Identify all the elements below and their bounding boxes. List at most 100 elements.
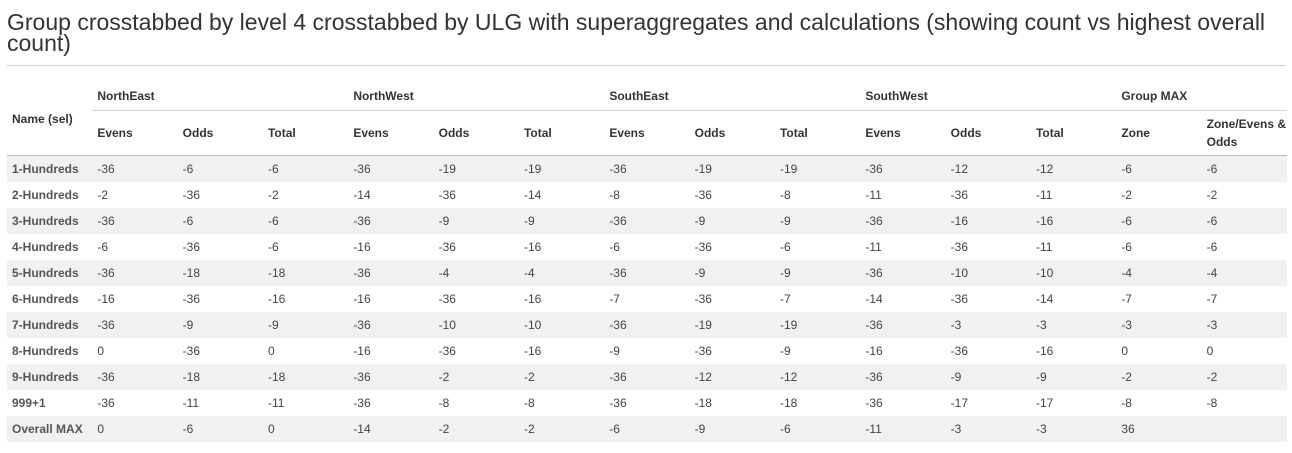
table-cell: -3 [1030, 416, 1117, 442]
table-cell: -36 [348, 312, 434, 338]
table-cell: -36 [182, 188, 200, 202]
column-header[interactable]: Zone/Evens & Odds [1201, 110, 1287, 156]
table-cell: -36 [950, 344, 968, 358]
table-cell: -6 [1116, 208, 1202, 234]
group-header-northwest: NorthWest [348, 82, 605, 111]
table-cell: -19 [689, 312, 775, 338]
table-cell: -36 [694, 240, 712, 254]
table-cell: -2 [1121, 188, 1132, 202]
row-label: 8-Hundreds [12, 344, 79, 358]
table-cell: -9 [689, 260, 775, 286]
table-cell: -36 [604, 208, 690, 234]
table-cell: -36 [92, 312, 178, 338]
table-cell: -14 [865, 292, 883, 306]
row-header-name[interactable]: Name (sel) [7, 82, 93, 156]
table-cell: -2 [1116, 364, 1202, 390]
table-cell: -11 [1035, 240, 1053, 254]
row-label: 1-Hundreds [7, 155, 93, 182]
table-cell: -36 [604, 312, 690, 338]
table-cell: -11 [865, 240, 882, 254]
table-cell: -16 [267, 292, 286, 306]
row-label: 9-Hundreds [7, 364, 93, 390]
table-cell: -17 [1035, 396, 1054, 410]
table-cell: 0 [267, 344, 275, 358]
table-cell: -8 [1206, 396, 1218, 410]
table-cell: -7 [609, 292, 620, 306]
row-label: 7-Hundreds [7, 312, 93, 338]
table-cell: -18 [262, 364, 349, 390]
table-row: 8-Hundreds 0 -36 0 -16 -36 -16 -9 -36 -9 -16 -36 -16… [7, 338, 1287, 364]
column-header[interactable]: Total [1030, 110, 1117, 156]
table-cell: -9 [689, 208, 775, 234]
row-label: 6-Hundreds [12, 292, 79, 306]
column-header[interactable]: Odds [689, 110, 775, 156]
column-header[interactable]: Evens [92, 110, 178, 156]
row-label: 3-Hundreds [7, 208, 93, 234]
table-cell: -12 [689, 364, 775, 390]
table-cell: -36 [92, 208, 178, 234]
table-cell: -12 [774, 364, 861, 390]
table-cell: -10 [1030, 260, 1117, 286]
table-cell: 0 [92, 416, 178, 442]
group-header-southwest: SouthWest [860, 82, 1117, 111]
table-cell: -36 [348, 364, 434, 390]
table-cell: -6 [1121, 240, 1132, 254]
page-title: Group crosstabbed by level 4 crosstabbed… [7, 9, 1266, 56]
column-header[interactable]: Evens [860, 110, 946, 156]
table-row: Overall MAX 0 -6 0 -14 -2 -2 -6 -9 -6 -11 -3 -3 36 [7, 416, 1287, 442]
table-cell: -9 [433, 208, 519, 234]
table-cell: -8 [438, 396, 450, 410]
column-header[interactable]: Evens [604, 110, 690, 156]
table-row: 1-Hundreds -36 -6 -6 -36 -19 -19 -36 -19 -19 -36 -1… [7, 155, 1287, 182]
row-label: 999+1 [12, 396, 46, 410]
column-header[interactable]: Total [518, 110, 605, 156]
table-cell: -2 [518, 416, 605, 442]
table-cell: -36 [604, 260, 690, 286]
group-header-row: Name (sel) NorthEast NorthWest SouthEast… [7, 82, 1287, 156]
table-cell: -36 [950, 188, 968, 202]
table-cell: 0 [1121, 344, 1128, 358]
table-cell: -36 [609, 396, 627, 410]
table-cell: -11 [865, 188, 882, 202]
table-cell: -16 [865, 344, 883, 358]
table-cell: -36 [348, 208, 434, 234]
table-cell: -8 [523, 396, 535, 410]
table-cell: -16 [353, 292, 371, 306]
title-divider [7, 65, 1286, 66]
table-cell: -3 [945, 312, 1031, 338]
table-cell: -3 [1116, 312, 1202, 338]
table-cell: 0 [262, 416, 349, 442]
group-header-southeast: SouthEast [604, 82, 861, 111]
column-header[interactable]: Zone [1116, 110, 1202, 156]
table-cell: -6 [177, 208, 263, 234]
row-label: 5-Hundreds [7, 260, 93, 286]
column-header[interactable]: Total [774, 110, 861, 156]
table-cell: -9 [774, 260, 861, 286]
table-cell: -9 [518, 208, 605, 234]
table-row: 6-Hundreds -16 -36 -16 -16 -36 -16 -7 -36 -7 -14 -3… [7, 286, 1287, 312]
table-cell: -9 [689, 416, 775, 442]
column-header[interactable]: Odds [177, 110, 263, 156]
table-cell: -3 [1201, 312, 1287, 338]
column-header[interactable]: Evens [348, 110, 434, 156]
table-cell: -36 [438, 240, 456, 254]
column-header-row: Evens Odds Total Evens Odds Total Evens … [7, 110, 1287, 156]
table-cell: -10 [945, 260, 1031, 286]
table-cell: -3 [945, 416, 1031, 442]
table-cell: -2 [1206, 188, 1218, 202]
table-cell: -36 [348, 155, 434, 182]
table-cell: -2 [267, 188, 279, 202]
table-cell: -36 [604, 364, 690, 390]
table-cell: -14 [348, 416, 434, 442]
table-cell: -11 [860, 416, 946, 442]
group-header-northeast: NorthEast [92, 82, 349, 111]
table-cell: -9 [774, 208, 861, 234]
column-header[interactable]: Odds [945, 110, 1031, 156]
table-cell: -6 [97, 240, 108, 254]
column-header[interactable]: Total [262, 110, 349, 156]
table-cell: -6 [1201, 208, 1287, 234]
column-header[interactable]: Odds [433, 110, 519, 156]
table-body: 1-Hundreds -36 -6 -6 -36 -19 -19 -36 -19 -19 -36 -1… [7, 155, 1287, 442]
table-cell: -9 [945, 364, 1031, 390]
table-cell: -12 [1030, 155, 1117, 182]
